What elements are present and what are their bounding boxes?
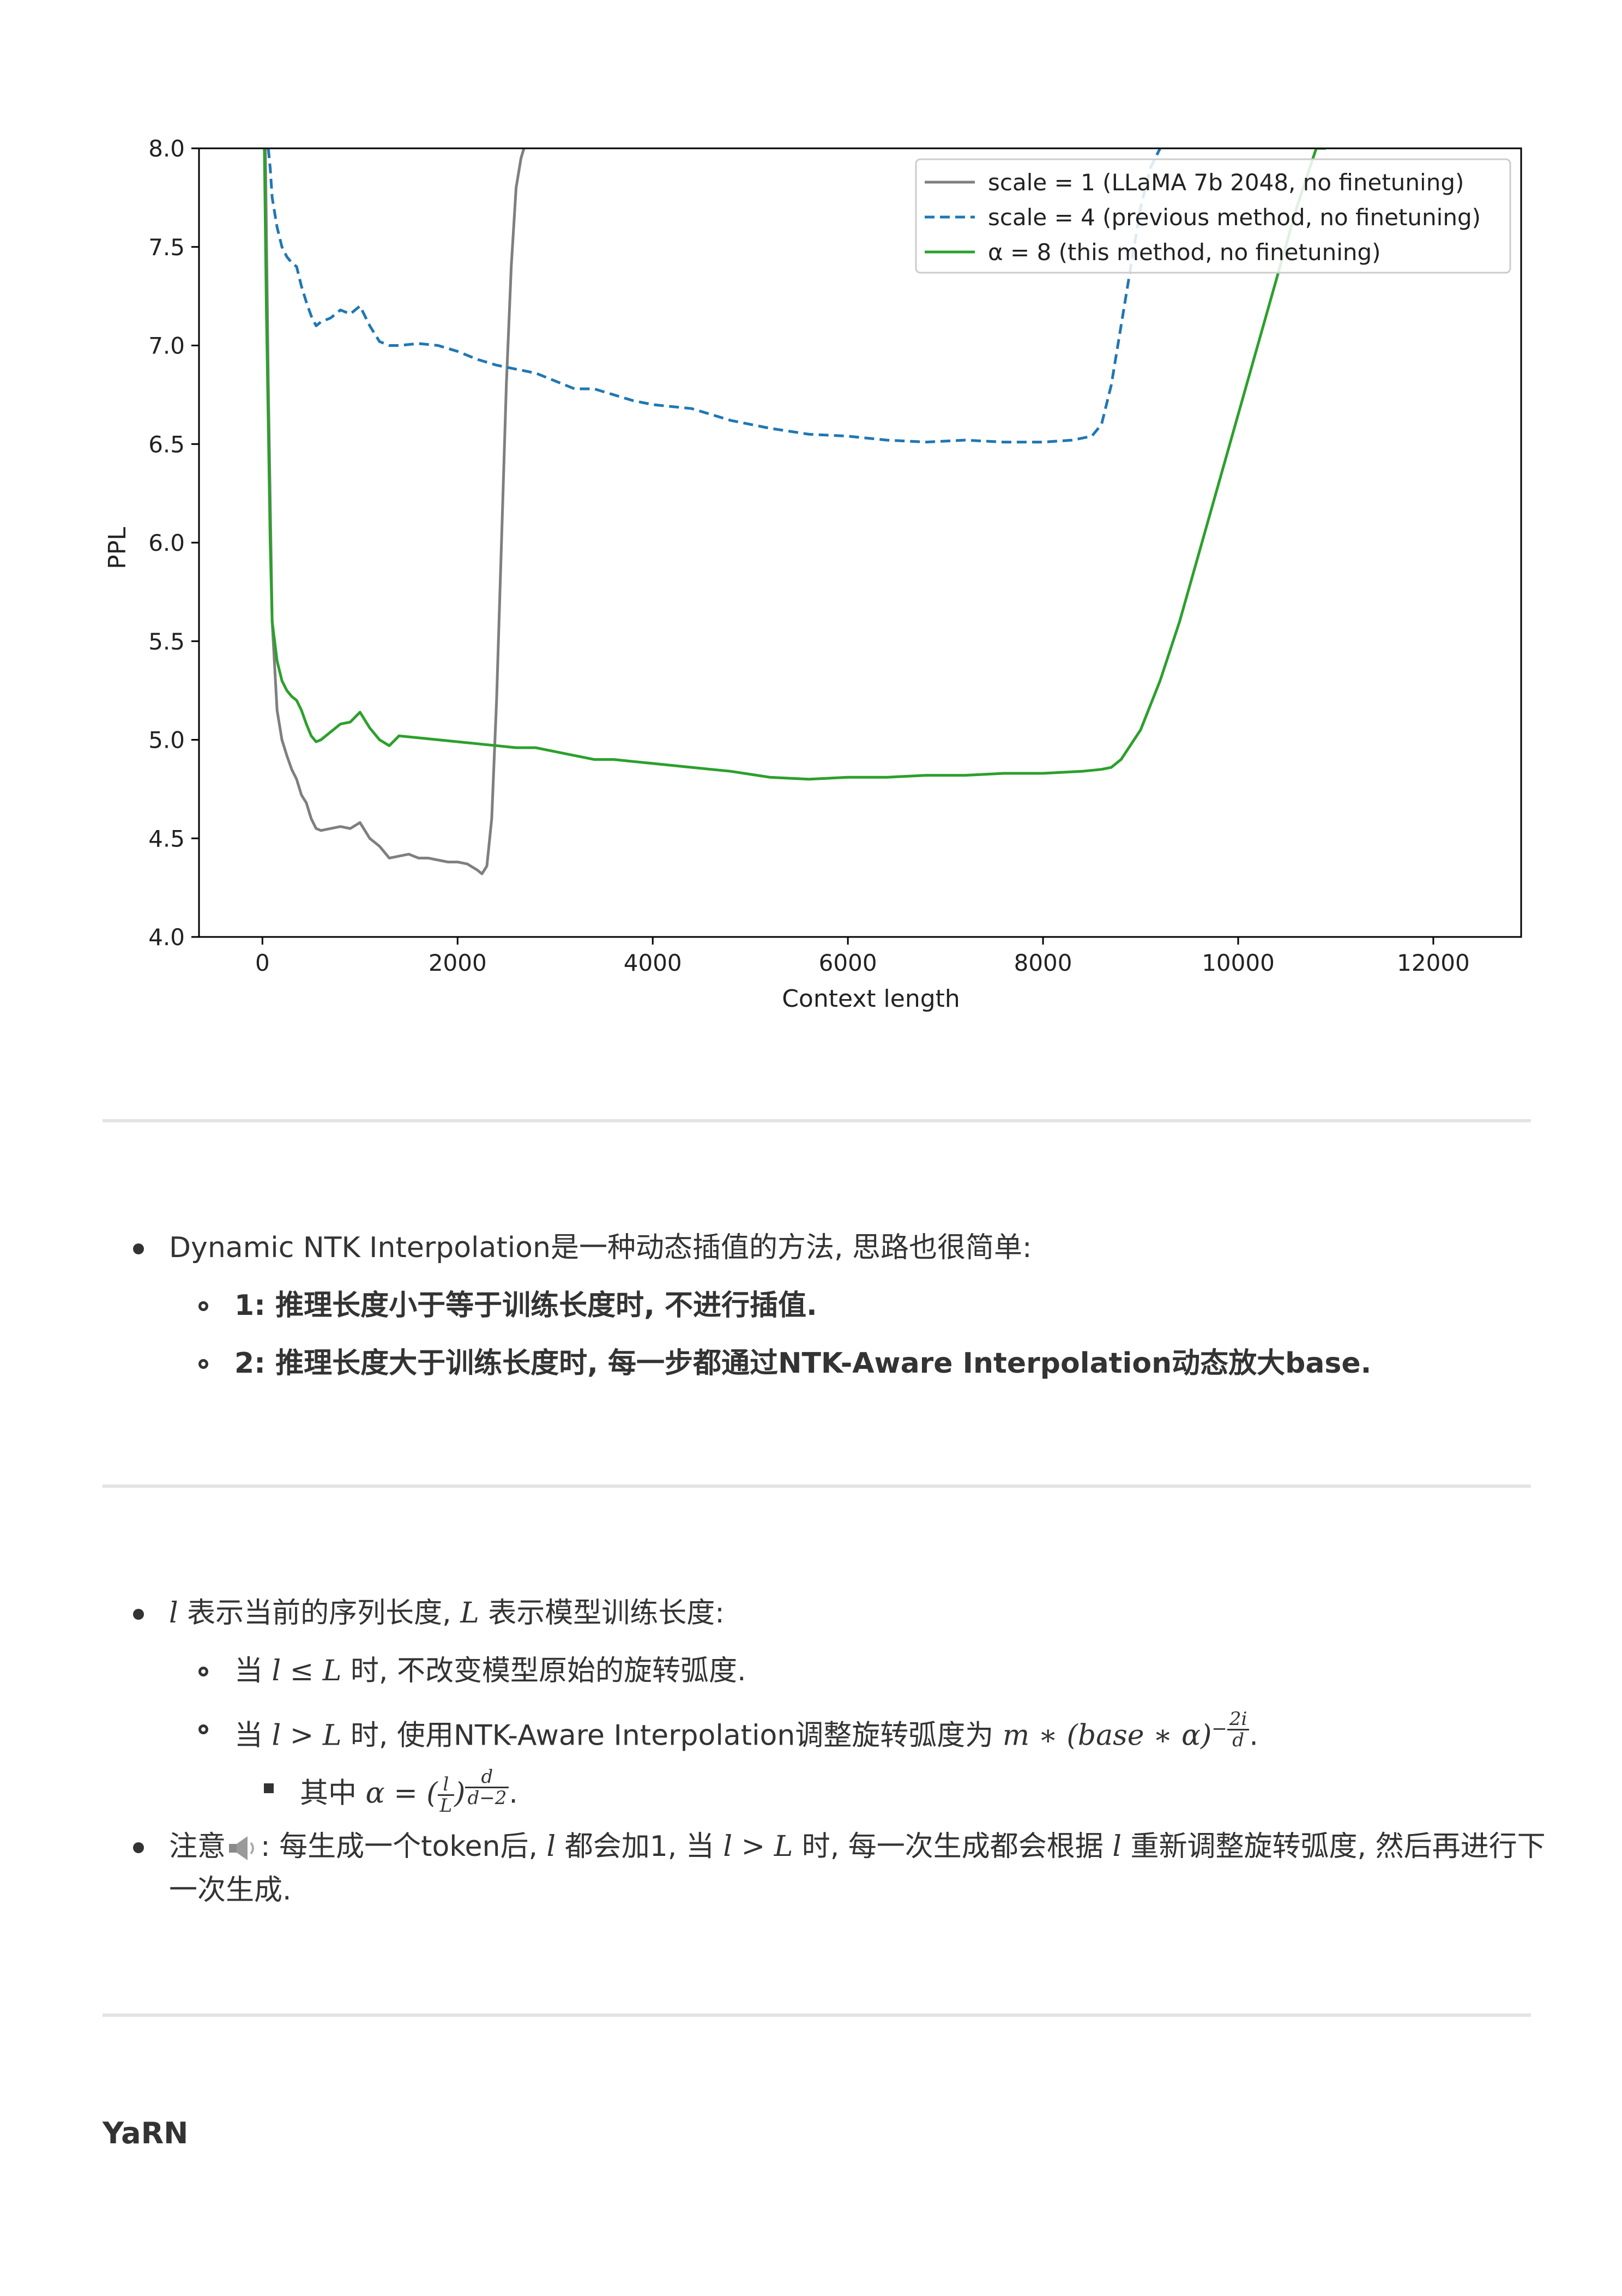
series-line-1 [264,148,526,875]
math-l: l [272,1655,281,1687]
frac-num: d [465,1767,509,1788]
text: 重新调整旋转弧度, 然后再进行下 [1130,1830,1546,1863]
frac-den: d−2 [467,1787,507,1809]
math-l: l [546,1830,556,1863]
y-tick-label: 4.0 [148,924,185,951]
divider [102,1119,1531,1122]
math-formula: m ∗ (base ∗ α) [1002,1719,1212,1752]
section-heading-yarn: YaRN [102,2116,189,2150]
bullet-square [264,1783,274,1793]
list-item-text: 2: 推理长度大于训练长度时, 每一步都通过NTK-Aware Interpol… [234,1347,1372,1380]
y-tick-label: 7.0 [148,333,185,359]
list-item: 当 l ≤ L 时, 不改变模型原始的旋转弧度. [198,1649,746,1693]
bullet-disc [133,1842,144,1853]
list-item-continuation: 一次生成. [169,1868,292,1912]
x-tick-label: 10000 [1202,949,1275,976]
frac-den: L [439,1794,453,1817]
list-item: 当 l > L 时, 使用NTK-Aware Interpolation调整旋转… [198,1707,1258,1757]
legend-entry: scale = 1 (LLaMA 7b 2048, no finetuning) [988,169,1464,196]
y-tick-label: 8.0 [148,135,185,162]
bullet-disc [133,1243,144,1254]
list-item: l 表示当前的序列长度, L 表示模型训练长度: [133,1591,725,1635]
text: 时, 不改变模型原始的旋转弧度. [350,1655,746,1687]
math-l: l [723,1830,733,1863]
math-l: l [169,1597,178,1630]
frac-num: l [437,1775,455,1796]
math-L: L [322,1719,342,1752]
text: . [1249,1719,1258,1752]
x-tick-label: 6000 [819,949,877,976]
bullet-circle [198,1667,208,1676]
math-alpha: α = ( [365,1777,438,1810]
math-minus: − [1211,1718,1227,1740]
text: . [509,1777,518,1810]
y-axis-label: PPL [104,527,131,569]
math-l: l [272,1719,281,1752]
math-pow-frac: d d−2 [465,1767,509,1808]
list-item: 2: 推理长度大于训练长度时, 每一步都通过NTK-Aware Interpol… [198,1342,1372,1385]
math-close: ) [454,1777,466,1810]
legend-entry: α = 8 (this method, no finetuning) [988,239,1381,266]
legend-box [915,158,1511,274]
math-exponent: d d−2 [465,1767,509,1808]
y-tick-label: 7.5 [148,234,185,261]
series-line-2 [267,148,1162,444]
text: 当 [234,1655,263,1687]
speaker-icon [229,1836,255,1860]
math-le: ≤ [290,1655,314,1687]
math-gt: > [290,1719,314,1752]
text: 都会加1, 当 [564,1830,714,1863]
divider [102,1484,1531,1488]
legend-entry: scale = 4 (previous method, no finetunin… [988,204,1481,231]
text: 表示当前的序列长度, [187,1597,451,1630]
text: 时, 使用NTK-Aware Interpolation调整旋转弧度为 [350,1719,994,1752]
text: 当 [234,1719,263,1752]
x-tick-label: 2000 [429,949,487,976]
x-tick-label: 4000 [624,949,682,976]
y-tick-label: 6.5 [148,431,185,458]
x-tick-label: 0 [255,949,270,976]
x-tick-label: 8000 [1014,949,1072,976]
x-tick-label: 12000 [1397,949,1470,976]
list-item: Dynamic NTK Interpolation是一种动态插值的方法, 思路也… [133,1226,1032,1270]
list-item: 1: 推理长度小于等于训练长度时, 不进行插值. [198,1284,817,1327]
y-tick-label: 5.0 [148,727,185,754]
frac-den: d [1232,1729,1245,1751]
math-gt: > [741,1830,765,1863]
divider [102,2013,1531,2017]
bullet-disc [133,1609,144,1620]
y-tick-label: 4.5 [148,825,185,852]
list-item-text: 1: 推理长度小于等于训练长度时, 不进行插值. [234,1289,817,1322]
text: 其中 [300,1777,357,1810]
math-l: l [1112,1830,1121,1863]
text: : 每生成一个token后, [261,1830,538,1863]
bullet-circle [198,1724,208,1734]
math-exponent: −2i d [1211,1709,1250,1750]
math-L: L [774,1830,793,1863]
math-exp-frac: 2i d [1227,1709,1250,1750]
y-tick-label: 5.5 [148,628,185,655]
text: 时, 每一次生成都会根据 [801,1830,1104,1863]
ppl-chart: 0 2000 4000 6000 8000 10000 12000 4.0 4.5 5.0 5.5 6… [104,135,1522,1013]
bullet-circle [198,1301,208,1311]
x-axis-label: Context length [782,985,960,1013]
text: 注意 [169,1830,226,1863]
y-tick-label: 6.0 [148,530,185,556]
series-line-3 [263,148,1326,781]
math-L: L [322,1655,342,1687]
list-item: 注意 : 每生成一个token后, l 都会加1, 当 l > L 时, 每一次生… [133,1825,1546,1868]
text: 一次生成. [169,1874,292,1907]
list-item-text: Dynamic NTK Interpolation是一种动态插值的方法, 思路也… [169,1231,1032,1264]
list-item: 其中 α = (l L) d d−2. [264,1765,518,1817]
text: 表示模型训练长度: [488,1597,725,1630]
frac-num: 2i [1227,1709,1250,1730]
math-L: L [460,1597,479,1630]
bullet-circle [198,1359,208,1369]
